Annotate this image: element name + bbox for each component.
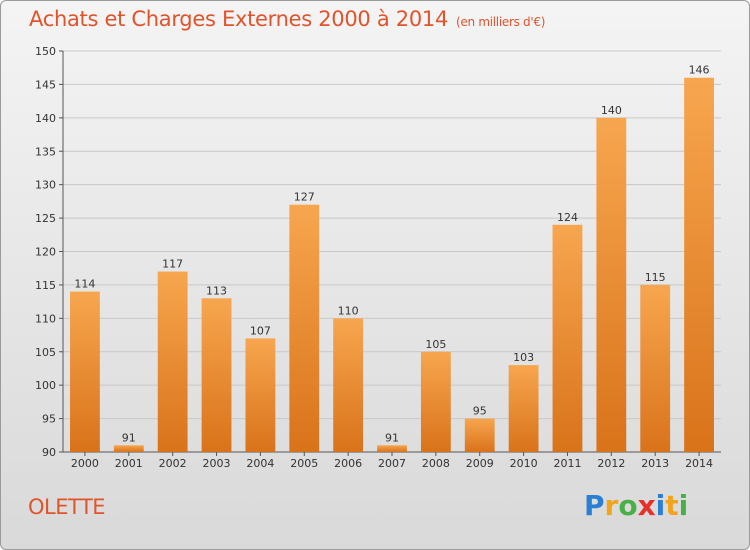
x-tick-label: 2002 — [159, 457, 187, 470]
bar — [684, 77, 714, 452]
y-tick-label: 110 — [35, 312, 56, 325]
y-tick-label: 120 — [35, 246, 56, 259]
data-label: 110 — [338, 304, 359, 317]
bar — [333, 318, 364, 452]
brand-letter: x — [637, 489, 656, 522]
data-label: 146 — [689, 64, 710, 77]
x-tick-label: 2001 — [115, 457, 143, 470]
y-tick-label: 135 — [35, 145, 56, 158]
bar — [377, 445, 407, 452]
bar — [508, 365, 539, 452]
data-label: 105 — [425, 338, 446, 351]
brand-letter: t — [665, 489, 679, 522]
brand-letter: i — [655, 489, 666, 522]
brand-logo: Proxiti — [584, 489, 688, 522]
data-label: 91 — [122, 431, 136, 444]
x-tick-label: 2010 — [510, 457, 538, 470]
bar — [420, 351, 451, 452]
y-tick-label: 105 — [35, 346, 56, 359]
bar — [596, 117, 627, 452]
x-tick-label: 2014 — [685, 457, 713, 470]
x-tick-label: 2003 — [203, 457, 231, 470]
data-labels: 2000 114 2001 91 2002 117 2003 113 2004 107 2005 12… — [71, 64, 713, 470]
x-tick-label: 2011 — [553, 457, 581, 470]
brand-letter: i — [678, 489, 689, 522]
bar — [201, 298, 232, 452]
location-label: OLETTE — [28, 495, 106, 519]
data-label: 114 — [74, 278, 95, 291]
y-tick-label: 125 — [35, 212, 56, 225]
bar — [70, 291, 100, 452]
x-tick-label: 2009 — [466, 457, 494, 470]
x-tick-label: 2005 — [290, 457, 318, 470]
bar — [552, 224, 583, 452]
data-label: 103 — [513, 351, 534, 364]
bar — [157, 271, 188, 452]
data-label: 107 — [250, 324, 271, 337]
brand-letter: P — [584, 489, 605, 522]
data-label: 124 — [557, 211, 578, 224]
x-tick-label: 2000 — [71, 457, 99, 470]
x-tick-label: 2012 — [597, 457, 625, 470]
x-tick-label: 2006 — [334, 457, 362, 470]
y-tick-label: 90 — [42, 446, 56, 459]
x-tick-label: 2004 — [246, 457, 274, 470]
data-label: 115 — [645, 271, 666, 284]
data-label: 95 — [473, 405, 487, 418]
data-label: 140 — [601, 104, 622, 117]
brand-letter: o — [618, 489, 638, 522]
y-tick-label: 115 — [35, 279, 56, 292]
data-label: 127 — [294, 191, 315, 204]
chart-title: Achats et Charges Externes 2000 à 2014 (e… — [29, 7, 545, 31]
y-tick-label: 150 — [35, 45, 56, 58]
bar — [640, 284, 671, 452]
brand-letter: r — [604, 489, 619, 522]
x-tick-label: 2008 — [422, 457, 450, 470]
chart-title-text: Achats et Charges Externes 2000 à 2014 — [29, 7, 449, 31]
y-tick-label: 140 — [35, 112, 56, 125]
bar — [245, 338, 276, 452]
bar — [289, 204, 320, 452]
chart-subtitle: (en milliers d'€) — [456, 15, 546, 29]
bar — [113, 445, 144, 452]
bars — [70, 77, 714, 452]
data-label: 113 — [206, 284, 227, 297]
x-tick-label: 2013 — [641, 457, 669, 470]
y-tick-label: 100 — [35, 379, 56, 392]
x-tick-label: 2007 — [378, 457, 406, 470]
data-label: 91 — [385, 431, 399, 444]
data-label: 117 — [162, 258, 183, 271]
bar — [464, 418, 495, 452]
y-tick-label: 145 — [35, 78, 56, 91]
y-tick-label: 130 — [35, 179, 56, 192]
y-tick-label: 95 — [42, 413, 56, 426]
